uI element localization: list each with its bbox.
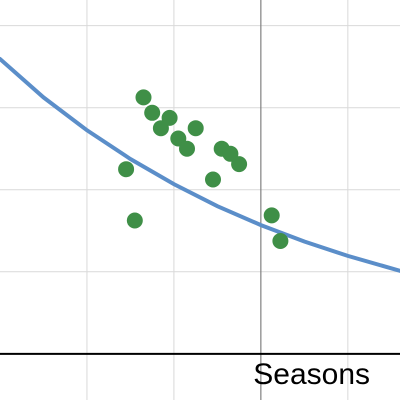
data-point bbox=[179, 140, 195, 157]
data-point bbox=[231, 156, 248, 173]
x-axis-label: Seasons bbox=[253, 358, 370, 391]
data-point bbox=[187, 120, 204, 137]
trend-curve bbox=[0, 57, 400, 273]
data-point bbox=[144, 104, 161, 121]
data-point bbox=[205, 171, 221, 188]
data-point bbox=[126, 212, 143, 229]
data-point bbox=[161, 109, 178, 126]
data-points bbox=[118, 89, 289, 249]
data-point bbox=[118, 161, 135, 178]
data-point bbox=[263, 207, 280, 224]
data-point bbox=[135, 89, 152, 106]
data-point bbox=[272, 233, 289, 249]
